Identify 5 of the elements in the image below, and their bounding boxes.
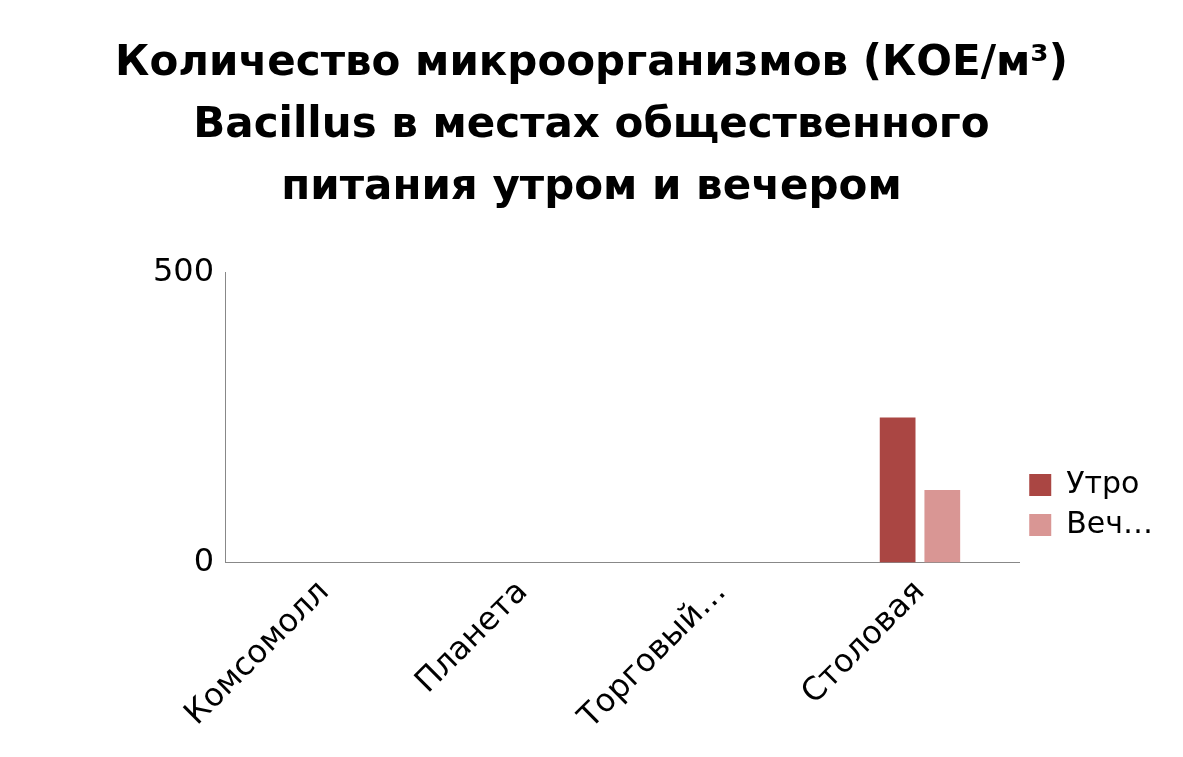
y-tick-label: 0 (193, 540, 215, 579)
legend-label: Утро (1066, 464, 1140, 500)
y-tick-label: 500 (153, 250, 215, 289)
chart-title: Количество микроорганизмов (КОЕ/м³) Bacillus в местах общественного питания утром и вечером (114, 35, 1069, 211)
legend-label: Веч… (1066, 504, 1153, 540)
